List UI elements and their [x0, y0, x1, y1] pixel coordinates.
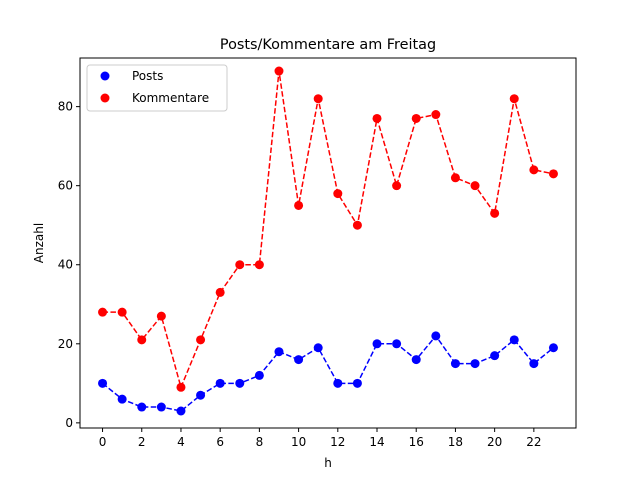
data-point-kommentare — [509, 94, 519, 104]
plot-frame — [79, 57, 577, 429]
x-tick-label: 6 — [216, 435, 224, 449]
data-point-kommentare — [235, 260, 245, 270]
data-point-kommentare — [294, 200, 304, 210]
plot-area — [80, 58, 576, 428]
data-point-posts — [411, 355, 421, 365]
y-tick-label: 0 — [65, 416, 73, 430]
data-point-kommentare — [470, 181, 480, 191]
y-tick-label: 80 — [58, 100, 73, 114]
data-point-posts — [196, 390, 206, 400]
x-tick-label: 10 — [291, 435, 306, 449]
data-point-kommentare — [490, 208, 500, 218]
data-point-kommentare — [352, 220, 362, 230]
data-point-posts — [254, 370, 264, 380]
data-point-posts — [352, 378, 362, 388]
data-point-kommentare — [333, 189, 343, 199]
data-point-kommentare — [548, 169, 558, 179]
data-point-kommentare — [450, 173, 460, 183]
legend-label-kommentare: Kommentare — [132, 91, 209, 105]
data-point-posts — [235, 378, 245, 388]
data-point-kommentare — [98, 307, 108, 317]
y-axis: 0 20 40 60 80 — [58, 100, 80, 430]
data-point-posts — [137, 402, 147, 412]
series-layer — [98, 66, 558, 416]
data-point-posts — [392, 339, 402, 349]
data-point-posts — [450, 359, 460, 369]
data-point-posts — [98, 378, 108, 388]
x-tick-label: 8 — [256, 435, 264, 449]
legend-box — [86, 64, 228, 112]
data-point-posts — [529, 359, 539, 369]
x-tick-label: 18 — [448, 435, 463, 449]
legend: Posts Kommentare — [86, 64, 228, 112]
chart-title: Posts/Kommentare am Freitag — [220, 37, 436, 53]
x-tick-label: 2 — [138, 435, 146, 449]
data-point-posts — [117, 394, 127, 404]
x-tick-label: 14 — [369, 435, 384, 449]
x-axis: 0 2 4 6 8 10 12 14 16 18 20 22 — [99, 428, 541, 449]
data-point-kommentare — [431, 110, 441, 120]
legend-marker-kommentare — [100, 93, 110, 103]
data-point-kommentare — [411, 113, 421, 123]
data-point-posts — [470, 359, 480, 369]
x-tick-label: 0 — [99, 435, 107, 449]
data-point-posts — [215, 378, 225, 388]
data-point-kommentare — [254, 260, 264, 270]
data-point-posts — [372, 339, 382, 349]
legend-label-posts: Posts — [132, 69, 163, 83]
data-point-kommentare — [176, 382, 186, 392]
data-point-posts — [548, 343, 558, 353]
data-point-posts — [294, 355, 304, 365]
data-point-kommentare — [215, 287, 225, 297]
x-tick-label: 4 — [177, 435, 185, 449]
x-tick-label: 16 — [409, 435, 424, 449]
y-tick-label: 20 — [58, 337, 73, 351]
data-point-posts — [274, 347, 284, 357]
data-point-kommentare — [313, 94, 323, 104]
data-point-kommentare — [156, 311, 166, 321]
data-point-kommentare — [117, 307, 127, 317]
data-point-posts — [431, 331, 441, 341]
series-line-kommentare — [102, 70, 554, 390]
data-point-kommentare — [392, 181, 402, 191]
data-point-posts — [176, 406, 186, 416]
data-point-posts — [490, 351, 500, 361]
x-axis-label: h — [324, 456, 332, 470]
y-axis-label: Anzahl — [32, 223, 46, 263]
x-tick-label: 22 — [526, 435, 541, 449]
y-tick-label: 60 — [58, 179, 73, 193]
data-point-kommentare — [137, 335, 147, 345]
legend-marker-posts — [100, 71, 110, 81]
data-point-kommentare — [196, 335, 206, 345]
x-tick-label: 20 — [487, 435, 502, 449]
data-point-posts — [333, 378, 343, 388]
data-point-kommentare — [274, 66, 284, 76]
x-tick-label: 12 — [330, 435, 345, 449]
y-tick-label: 40 — [58, 258, 73, 272]
data-point-posts — [509, 335, 519, 345]
data-point-posts — [313, 343, 323, 353]
data-point-posts — [156, 402, 166, 412]
data-point-kommentare — [372, 113, 382, 123]
data-point-kommentare — [529, 165, 539, 175]
